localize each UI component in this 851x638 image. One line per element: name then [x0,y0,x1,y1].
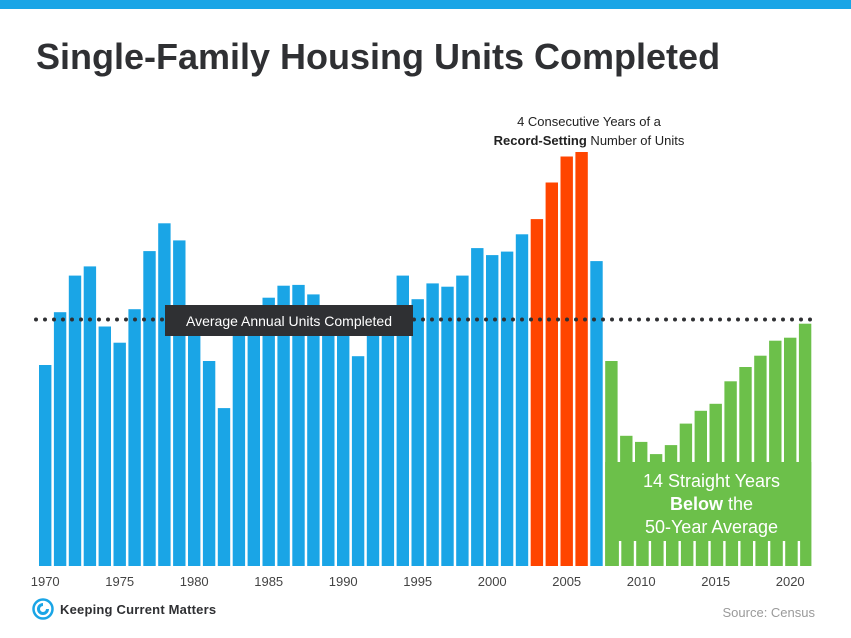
kcm-logo-icon [32,598,54,620]
green-tick-marks [618,541,801,566]
bar-1987 [292,284,305,566]
separator-tick [738,541,741,566]
bar-1986 [277,285,290,566]
x-tick-label: 1975 [105,574,134,589]
bar-1992 [366,324,380,566]
bar-1973 [83,266,97,566]
bar-2004 [545,182,558,566]
average-label: Average Annual Units Completed [165,305,413,336]
bar-2001 [500,251,514,566]
bar-1993 [381,305,395,566]
record-rest: Number of Units [586,133,685,148]
bar-1981 [202,361,216,566]
separator-tick [678,541,681,566]
x-tick-label: 2000 [478,574,507,589]
below-bold: Below [669,494,723,514]
x-tick-label: 2010 [627,574,656,589]
bar-1982 [217,408,231,566]
record-line-2: Record-Setting Number of Units [464,131,714,150]
bar-2003 [530,219,544,566]
bar-1979 [173,240,186,566]
bar-1983 [232,334,246,566]
record-line-1: 4 Consecutive Years of a [517,114,661,129]
below-average-block [605,462,812,566]
separator-tick [663,541,666,566]
x-tick-label: 1980 [180,574,209,589]
separator-tick [782,541,786,566]
bar-2000 [486,255,499,566]
bar-1999 [471,248,484,566]
bar-1998 [456,275,469,566]
x-tick-label: 1995 [403,574,432,589]
separator-tick [648,541,652,566]
separator-tick [633,541,637,566]
below-line-3: 50-Year Average [644,517,779,537]
bar-2007 [590,261,603,566]
bars-group [39,152,812,567]
bar-2006 [575,152,588,566]
bar-1971 [53,312,67,566]
page-title: Single-Family Housing Units Completed [36,36,721,77]
bar-1984 [247,309,260,566]
x-tick-label: 2020 [776,574,805,589]
separator-tick [797,541,801,566]
bar-1977 [143,251,156,566]
logo-text: Keeping Current Matters [60,601,217,617]
x-tick-label: 1970 [31,574,60,589]
bar-1994 [396,275,409,566]
bar-1990 [337,324,350,566]
bar-1974 [98,326,111,566]
x-tick-label: 1990 [329,574,358,589]
top-band [0,0,851,9]
bar-1975 [113,342,126,566]
bar-1970 [39,365,52,566]
bar-1996 [426,283,439,566]
separator-tick [767,541,771,566]
bar-1972 [68,275,82,566]
logo: Keeping Current Matters [32,598,216,620]
bar-1985 [262,297,275,566]
bar-1995 [411,299,424,566]
source-label: Source: Census [722,605,816,620]
x-tick-label: 2005 [552,574,581,589]
bar-1997 [441,286,454,566]
bar-2002 [515,234,529,567]
separator-tick [618,541,622,566]
x-tick-label: 2015 [701,574,730,589]
bar-1991 [351,356,365,566]
bar-1980 [188,326,201,566]
bar-2005 [560,156,573,566]
x-tick-label: 1985 [254,574,283,589]
below-line-2-rest: the [722,494,754,514]
below-average-annotation: 14 Straight Years Below the 50-Year Aver… [608,470,815,539]
separator-tick [753,541,756,566]
record-bold: Record-Setting [493,133,587,148]
record-annotation: 4 Consecutive Years of a Record-Setting … [464,112,714,150]
separator-tick [708,541,711,566]
x-axis-labels: 1970 1975 1980 1985 1990 1995 2000 2005 2010 2015… [31,574,805,589]
below-line-2: Below the [608,493,815,516]
bar-1989 [322,309,335,566]
bar-1978 [158,223,171,567]
bar-1988 [307,294,320,566]
separator-tick [693,541,696,566]
bar-1976 [128,309,141,566]
separator-tick [723,541,726,566]
below-line-1: 14 Straight Years [642,471,781,491]
